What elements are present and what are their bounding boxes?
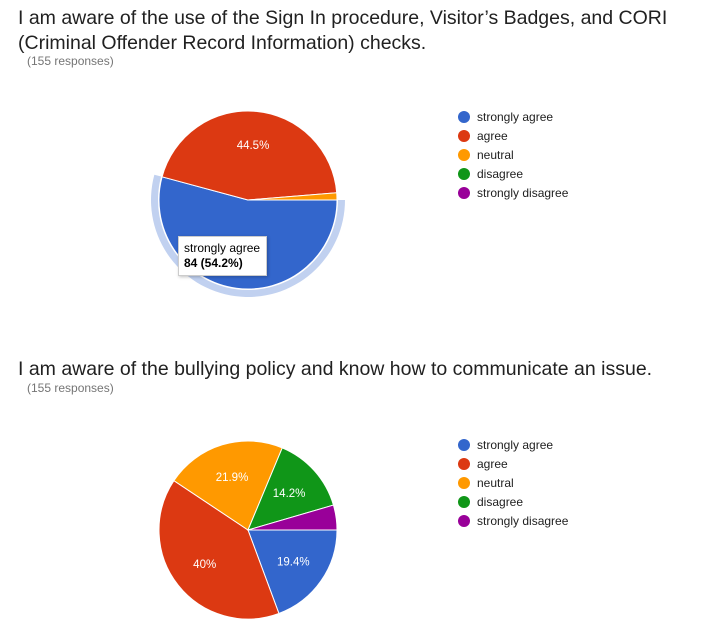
pie-slice-strongly-agree[interactable] (247, 529, 338, 615)
legend-item-agree[interactable]: agree (458, 454, 568, 473)
legend-item-disagree[interactable]: disagree (458, 164, 568, 183)
chart-2-response-count: (155 responses) (27, 381, 114, 395)
legend-item-neutral[interactable]: neutral (458, 473, 568, 492)
pie-slice-label: 19.4% (277, 557, 310, 569)
pie-slice-neutral[interactable] (173, 440, 283, 531)
legend-color-dot (458, 495, 470, 508)
legend-item-agree[interactable]: agree (458, 126, 568, 145)
pie-slice-agree[interactable] (158, 479, 280, 620)
legend-label: strongly agree (477, 437, 554, 452)
legend-label: agree (477, 128, 508, 143)
chart-2-pie: 19.4% 40% 21.9% 14.2% (158, 440, 338, 620)
legend-label: neutral (477, 147, 514, 162)
pie-slice-agree[interactable] (161, 110, 338, 201)
chart-1-legend: strongly agree agree neutral disagree strong… (458, 107, 568, 202)
legend-color-dot (458, 457, 470, 470)
pie-slice-label: 44.5% (237, 140, 270, 152)
legend-color-dot (458, 148, 470, 161)
legend-color-dot (458, 476, 470, 489)
legend-label: strongly agree (477, 109, 554, 124)
pie-slice-label: 14.2% (273, 488, 306, 500)
legend-label: strongly disagree (477, 185, 569, 200)
legend-item-strongly-disagree[interactable]: strongly disagree (458, 183, 568, 202)
pie-slice-strongly-disagree[interactable] (247, 504, 338, 531)
chart-1-pie: 44.5% (150, 110, 345, 297)
chart-1-response-count: (155 responses) (27, 54, 114, 68)
chart-1-tooltip: strongly agree 84 (54.2%) (178, 236, 268, 276)
pie-slice-label: 40% (193, 559, 216, 571)
legend-color-dot (458, 129, 470, 142)
tooltip-value: 84 (54.2%) (184, 256, 243, 270)
legend-color-dot (458, 186, 470, 199)
legend-color-dot (458, 167, 470, 180)
legend-color-dot (458, 110, 470, 123)
legend-item-strongly-agree[interactable]: strongly agree (458, 107, 568, 126)
pie-slice-disagree[interactable] (247, 447, 335, 531)
legend-item-neutral[interactable]: neutral (458, 145, 568, 164)
legend-label: disagree (477, 494, 524, 509)
legend-label: strongly disagree (477, 513, 569, 528)
legend-color-dot (458, 514, 470, 527)
legend-label: agree (477, 456, 508, 471)
chart-2-legend: strongly agree agree neutral disagree strong… (458, 435, 568, 530)
legend-item-strongly-disagree[interactable]: strongly disagree (458, 511, 568, 530)
legend-item-strongly-agree[interactable]: strongly agree (458, 435, 568, 454)
legend-item-disagree[interactable]: disagree (458, 492, 568, 511)
legend-color-dot (458, 438, 470, 451)
chart-2-title: I am aware of the bullying policy and kn… (18, 358, 653, 380)
legend-label: neutral (477, 475, 514, 490)
legend-label: disagree (477, 166, 524, 181)
tooltip-label: strongly agree (184, 241, 261, 255)
pie-slice-neutral[interactable] (247, 192, 338, 201)
pie-slice-label: 21.9% (216, 472, 249, 484)
chart-1-title: I am aware of the use of the Sign In pro… (18, 7, 668, 54)
